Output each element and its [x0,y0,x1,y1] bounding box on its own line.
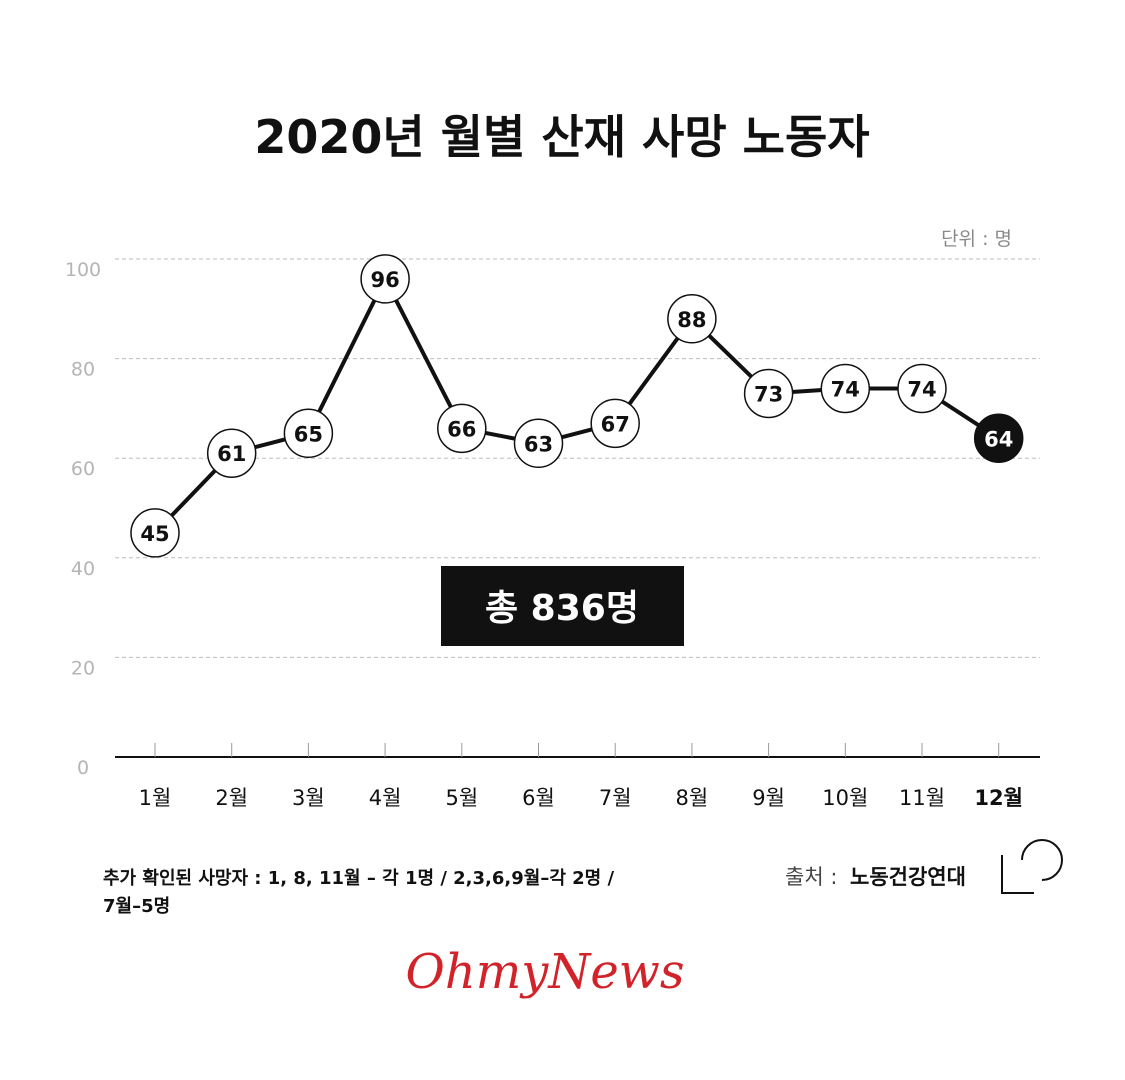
y-axis-ticks: 0 20 40 60 80 100 [65,259,101,779]
unit-label: 단위 : 명 [941,228,1012,250]
y-tick-label: 40 [71,558,95,580]
x-tick-label: 4월 [369,786,402,810]
note-line-1: 추가 확인된 사망자 : 1, 8, 11월 – 각 1명 / 2,3,6,9월… [103,868,615,889]
data-label: 73 [754,382,783,406]
x-tick-label: 7월 [599,786,632,810]
data-label: 88 [677,308,706,332]
data-point [743,368,794,419]
grid-lines [115,258,1040,658]
data-label: 74 [831,377,860,401]
data-point [206,428,257,478]
x-tick-label: 2월 [215,786,248,810]
source-logo-icon [1001,839,1063,894]
data-label: 66 [447,417,476,441]
y-tick-label: 80 [71,359,95,381]
data-label: 65 [294,422,323,446]
data-point [360,254,410,304]
data-label: 64 [984,427,1013,451]
total-label: 총 836명 [485,588,639,629]
data-label: 45 [140,522,169,546]
series-line-group [153,276,1000,535]
x-tick-label: 1월 [139,786,172,810]
x-tick-label: 11월 [899,786,945,810]
data-point [820,363,871,414]
source-value: 노동건강연대 [850,865,966,889]
total-box: 총 836명 [441,566,684,646]
source-key: 출처 : [785,865,837,889]
data-points: 45 61 65 96 66 63 67 88 73 74 74 64 [130,254,1024,558]
total-box-bg [441,566,684,646]
data-point [437,403,487,454]
data-point [897,363,947,414]
data-point [973,413,1024,464]
data-point [513,418,564,469]
note-line-2: 7월–5명 [103,896,170,917]
x-tick-label: 3월 [292,786,325,810]
x-tick-label: 10월 [822,786,868,810]
series-line [153,276,1000,535]
data-point [283,408,334,459]
x-tick-label: 5월 [445,786,478,810]
x-tick-label: 8월 [676,786,709,810]
data-label: 63 [524,432,553,456]
data-point [590,398,640,449]
y-tick-label: 100 [65,259,101,281]
data-point [667,294,717,344]
y-tick-label: 60 [71,458,95,480]
x-tick-label: 12월 [974,786,1023,810]
x-tick-label: 6월 [522,786,555,810]
data-label: 67 [601,412,630,436]
chart-title: 2020년 월별 산재 사망 노동자 [254,110,869,164]
data-label: 74 [907,377,936,401]
y-tick-label: 0 [77,757,89,779]
ohmynews-logo: OhmyNews [405,944,684,1000]
y-tick-label: 20 [71,657,95,679]
data-point [130,508,180,558]
data-label: 96 [370,268,399,292]
x-tick-label: 9월 [752,786,785,810]
x-axis-ticks: 1월 2월 3월 4월 5월 6월 7월 8월 9월 10월 11월 12월 [139,743,1023,810]
data-label: 61 [217,442,246,466]
